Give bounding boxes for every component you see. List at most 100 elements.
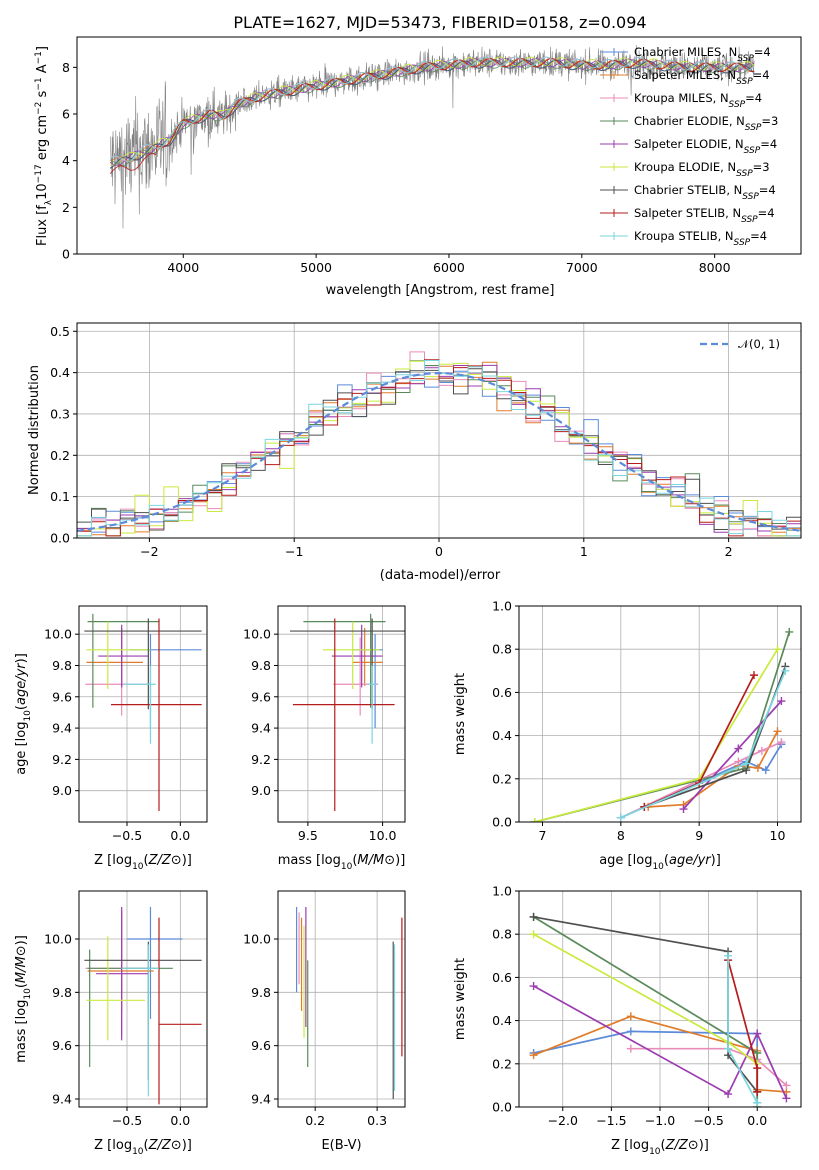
plot-area	[77, 351, 801, 537]
y-tick-label: 9.6	[251, 1038, 271, 1053]
weight-vs-metallicity-axes: −2.0 −1.5 −1.0 −0.5 0.0 0.0 0.2 0.4 0.6 0.8 1.0	[492, 884, 802, 1128]
weight-line-chabrier-elodie	[533, 916, 759, 1107]
y-tick-label: 0.3	[50, 406, 70, 421]
data-point-marker	[777, 738, 786, 747]
x-tick-label: −2.0	[548, 1113, 578, 1128]
normal-reference-curve	[77, 371, 801, 532]
y-tick-label: 0.1	[50, 489, 70, 504]
data-point-marker	[529, 982, 538, 991]
plot-area	[109, 45, 755, 229]
x-tick-label: 8000	[699, 260, 731, 275]
data-point-marker	[529, 1051, 538, 1060]
x-tick-label: 0.0	[747, 1113, 767, 1128]
x-tick-label: −0.5	[112, 1113, 142, 1128]
x-tick-label: 10.0	[369, 828, 397, 843]
y-tick-label: 0.6	[492, 685, 512, 700]
weight-line-chabrier-elodie	[534, 631, 791, 822]
x-tick-label: −0.5	[693, 1113, 723, 1128]
x-tick-label: 0.3	[367, 1113, 387, 1128]
plot-area	[530, 627, 794, 822]
x-axis-label: wavelength [Angstrom, rest frame]	[326, 283, 555, 298]
y-tick-label: 10.0	[44, 627, 72, 642]
legend-entry: Kroupa STELIB, NSSP=4	[634, 229, 767, 248]
y-tick-label: 0.4	[50, 365, 70, 380]
y-tick-label: 1.0	[492, 599, 512, 614]
y-tick-label: 0.2	[492, 771, 512, 786]
x-tick-label: 0	[435, 544, 443, 559]
legend-entry: Kroupa MILES, NSSP=4	[634, 91, 762, 110]
y-tick-label: 9.0	[52, 783, 72, 798]
plot-area	[529, 912, 791, 1107]
y-tick-label: 9.8	[52, 985, 72, 1000]
y-tick-label: 8	[62, 60, 70, 75]
y-tick-label: 9.6	[52, 689, 72, 704]
axes-frame	[277, 605, 406, 823]
age-vs-metallicity-axes: −0.5 0.0 9.0 9.2 9.4 9.6 9.8 10.0	[44, 605, 208, 843]
y-tick-label: 9.8	[52, 658, 72, 673]
y-tick-label: 9.4	[52, 721, 72, 736]
x-axis-label: E(B-V)	[321, 1138, 361, 1153]
axes-frame	[277, 890, 406, 1108]
y-tick-label: 4	[62, 153, 70, 168]
y-tick-label: 10.0	[243, 932, 271, 947]
y-tick-label: 0.0	[50, 531, 70, 546]
x-tick-label: 0.0	[170, 1113, 190, 1128]
histogram-kroupa-stelib	[77, 360, 801, 537]
data-point-marker	[753, 1087, 762, 1096]
data-point-marker	[757, 746, 766, 755]
mass-vs-metallicity-axes: −0.5 0.0 9.4 9.6 9.8 10.0	[44, 890, 208, 1128]
data-point-marker	[734, 757, 743, 766]
x-tick-label: 10	[770, 828, 786, 843]
data-point-marker	[750, 671, 758, 680]
x-tick-label: 8	[617, 828, 625, 843]
legend-entry: Salpeter ELODIE, NSSP=4	[634, 137, 777, 156]
y-tick-label: 0.4	[492, 728, 512, 743]
x-tick-label: 4000	[167, 260, 199, 275]
x-tick-label: 2	[725, 544, 733, 559]
model-line-chabrier-elodie	[110, 59, 755, 167]
data-point-marker	[616, 813, 625, 822]
data-point-marker	[742, 759, 751, 768]
y-tick-label: 9.2	[251, 752, 271, 767]
y-tick-label: 10.0	[44, 932, 72, 947]
y-tick-label: 9.6	[52, 1038, 72, 1053]
y-tick-label: 9.8	[251, 985, 271, 1000]
data-point-marker	[679, 805, 688, 814]
legend-entry: Salpeter MILES, NSSP=4	[634, 68, 770, 87]
x-tick-label: −1.5	[596, 1113, 626, 1128]
axes-frame	[78, 605, 208, 823]
x-tick-label: 9	[695, 828, 703, 843]
y-axis-label: age [log10(age/yr)]	[14, 653, 33, 775]
x-axis-label: Z [log10(Z/Z⊙)]	[94, 1138, 192, 1157]
data-point-marker	[753, 764, 762, 772]
data-point-marker	[753, 1064, 762, 1073]
weight-line-kroupa-elodie	[533, 933, 758, 1065]
data-point-marker	[753, 1029, 762, 1038]
plot-area	[84, 907, 202, 1105]
data-point-marker	[777, 697, 786, 706]
legend-entry: Chabrier STELIB, NSSP=4	[634, 183, 776, 202]
legend-entry: Chabrier MILES, NSSP=4	[634, 45, 771, 64]
axes-frame	[518, 605, 802, 823]
model-line-salpeter-miles	[109, 58, 755, 164]
data-point-marker	[724, 951, 733, 960]
y-tick-label: 9.4	[251, 721, 271, 736]
y-tick-label: 0.8	[492, 927, 512, 942]
data-point-marker	[782, 1094, 791, 1103]
data-point-marker	[785, 627, 794, 636]
y-tick-label: 9.2	[52, 752, 72, 767]
weight-vs-age-axes: 7 8 9 10 0.0 0.2 0.4 0.6 0.8 1.0	[492, 599, 802, 843]
plot-area	[295, 907, 403, 1099]
y-axis-label: mass [log10(M/M⊙)]	[14, 935, 33, 1063]
legend-entry: 𝒩(0, 1)	[738, 337, 780, 351]
y-tick-label: 0.0	[492, 815, 512, 830]
data-point-marker	[761, 766, 770, 775]
x-tick-label: −0.5	[112, 828, 142, 843]
weight-line-chabrier-stelib	[644, 666, 787, 808]
age-vs-mass-axes: 9.5 10.0 9.0 9.2 9.4 9.6 9.8 10.0	[243, 605, 406, 843]
x-tick-label: 7000	[566, 260, 598, 275]
y-tick-label: 1.0	[492, 884, 512, 899]
axes-frame	[78, 890, 208, 1108]
data-point-marker	[734, 744, 743, 753]
